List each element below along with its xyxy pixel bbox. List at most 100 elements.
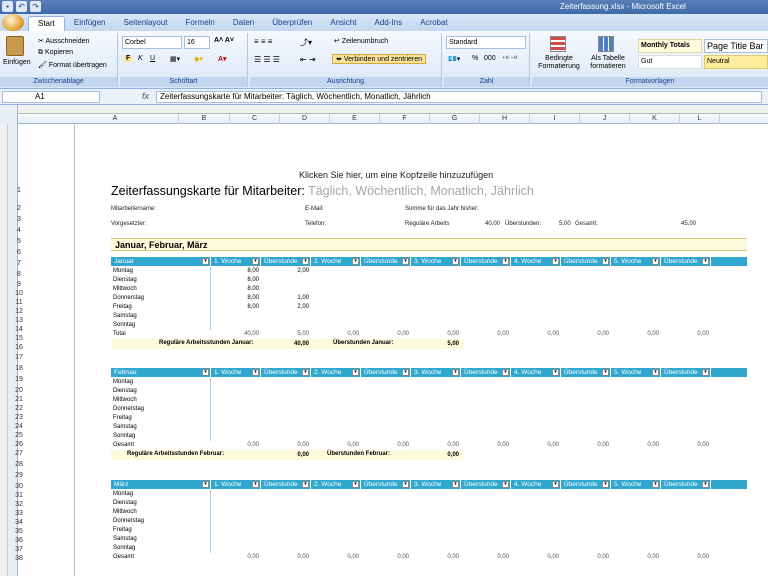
- row-header-12[interactable]: 12: [15, 308, 23, 315]
- save-icon[interactable]: ▪: [2, 1, 13, 12]
- row-header-15[interactable]: 15: [15, 335, 23, 342]
- week-header[interactable]: 5. Woche ▾: [611, 480, 661, 489]
- day-label-3[interactable]: Mittwoch: [111, 508, 211, 517]
- tab-ansicht[interactable]: Ansicht: [330, 18, 357, 27]
- office-button-icon[interactable]: [2, 14, 24, 31]
- dropdown-arrow-icon[interactable]: ▾: [702, 258, 709, 265]
- overtime-header[interactable]: Überstunde ▾: [561, 257, 611, 266]
- cell-overtime1[interactable]: 2,00: [297, 268, 309, 274]
- row-header-14[interactable]: 14: [15, 326, 23, 333]
- day-label-3[interactable]: Mittwoch: [111, 396, 211, 405]
- row-header-16[interactable]: 16: [15, 344, 23, 351]
- format-painter-button[interactable]: 🖌 Format übertragen: [38, 61, 107, 69]
- column-header-i[interactable]: I: [530, 114, 580, 124]
- dropdown-arrow-icon[interactable]: ▾: [352, 369, 359, 376]
- overtime-header[interactable]: Überstunde ▾: [661, 480, 711, 489]
- row-header-32[interactable]: 32: [15, 501, 23, 508]
- row-header-8[interactable]: 8: [17, 271, 21, 278]
- header-hint[interactable]: Klicken Sie hier, um eine Kopfzeile hinz…: [299, 170, 494, 180]
- dropdown-arrow-icon[interactable]: ▾: [702, 481, 709, 488]
- font-name-select[interactable]: Corbel: [122, 36, 182, 49]
- week-header[interactable]: 2. Woche ▾: [311, 257, 361, 266]
- row-header-26[interactable]: 26: [15, 441, 23, 448]
- dropdown-arrow-icon[interactable]: ▾: [452, 481, 459, 488]
- undo-icon[interactable]: ↶: [16, 1, 27, 12]
- row-header-24[interactable]: 24: [15, 423, 23, 430]
- tab-seitenlayout[interactable]: Seitenlayout: [123, 18, 168, 27]
- column-header-k[interactable]: K: [630, 114, 680, 124]
- row-header-36[interactable]: 36: [15, 537, 23, 544]
- dropdown-arrow-icon[interactable]: ▾: [202, 258, 209, 265]
- row-header-25[interactable]: 25: [15, 432, 23, 439]
- merge-center-button[interactable]: ⬌ Verbinden und zentrieren: [332, 54, 427, 64]
- dropdown-arrow-icon[interactable]: ▾: [552, 481, 559, 488]
- column-header-j[interactable]: J: [580, 114, 630, 124]
- day-label-5[interactable]: Freitag: [111, 414, 211, 423]
- row-header-31[interactable]: 31: [15, 492, 23, 499]
- month-name-header[interactable]: Januar ▾: [111, 257, 211, 266]
- day-label-7[interactable]: Sonntag: [111, 321, 211, 330]
- cell-overtime1[interactable]: 2,00: [297, 304, 309, 310]
- dropdown-arrow-icon[interactable]: ▾: [502, 369, 509, 376]
- day-label-2[interactable]: Dienstag: [111, 276, 211, 285]
- row-header-11[interactable]: 11: [15, 299, 23, 306]
- dropdown-arrow-icon[interactable]: ▾: [252, 258, 259, 265]
- dropdown-arrow-icon[interactable]: ▾: [352, 258, 359, 265]
- formula-input[interactable]: Zeiterfassungskarte für Mitarbeiter: Täg…: [156, 91, 762, 103]
- dropdown-arrow-icon[interactable]: ▾: [252, 369, 259, 376]
- week-header[interactable]: 5. Woche ▾: [611, 257, 661, 266]
- worksheet[interactable]: Klicken Sie hier, um eine Kopfzeile hinz…: [30, 124, 768, 576]
- month-name-header[interactable]: Februar ▾: [111, 368, 211, 377]
- week-header[interactable]: 4. Woche ▾: [511, 368, 561, 377]
- dropdown-arrow-icon[interactable]: ▾: [402, 258, 409, 265]
- dropdown-arrow-icon[interactable]: ▾: [652, 258, 659, 265]
- dropdown-arrow-icon[interactable]: ▾: [552, 369, 559, 376]
- conditional-format-button[interactable]: Bedingte Formatierung: [538, 55, 580, 70]
- dropdown-arrow-icon[interactable]: ▾: [552, 258, 559, 265]
- align-left-icon[interactable]: ☰ ☰ ☰: [254, 55, 280, 64]
- row-header-13[interactable]: 13: [15, 317, 23, 324]
- dropdown-arrow-icon[interactable]: ▾: [252, 481, 259, 488]
- redo-icon[interactable]: ↷: [30, 1, 41, 12]
- row-header-20[interactable]: 20: [15, 387, 23, 394]
- row-header-7[interactable]: 7: [17, 260, 21, 267]
- week-header[interactable]: 2. Woche ▾: [311, 368, 361, 377]
- row-header-6[interactable]: 6: [17, 249, 21, 256]
- tab-formeln[interactable]: Formeln: [185, 18, 215, 27]
- dropdown-arrow-icon[interactable]: ▾: [202, 369, 209, 376]
- day-label-7[interactable]: Sonntag: [111, 544, 211, 553]
- decimal-icon[interactable]: ⁺⁰ ⁻⁰: [502, 56, 517, 63]
- style-page-title-bar[interactable]: Page Title Bar: [704, 39, 768, 53]
- day-label-6[interactable]: Samstag: [111, 312, 211, 321]
- day-label-5[interactable]: Freitag: [111, 526, 211, 535]
- day-label-6[interactable]: Samstag: [111, 535, 211, 544]
- font-color-icon[interactable]: A▾: [218, 56, 227, 63]
- tab-start[interactable]: Start: [28, 16, 65, 31]
- dropdown-arrow-icon[interactable]: ▾: [602, 369, 609, 376]
- column-header-a[interactable]: A: [52, 114, 179, 124]
- tab-addins[interactable]: Add-Ins: [374, 18, 403, 27]
- dropdown-arrow-icon[interactable]: ▾: [202, 481, 209, 488]
- cell-week1[interactable]: 8,00: [247, 304, 259, 310]
- row-header-27[interactable]: 27: [15, 450, 23, 457]
- row-header-21[interactable]: 21: [15, 396, 23, 403]
- day-label-2[interactable]: Dienstag: [111, 387, 211, 396]
- column-header-f[interactable]: F: [380, 114, 430, 124]
- column-header-d[interactable]: D: [280, 114, 330, 124]
- format-as-table-button[interactable]: Als Tabelle formatieren: [590, 55, 626, 70]
- row-header-5[interactable]: 5: [17, 238, 21, 245]
- orientation-icon[interactable]: ⤴▾: [300, 38, 313, 47]
- week-header[interactable]: 1. Woche ▾: [211, 257, 261, 266]
- row-header-18[interactable]: 18: [15, 365, 23, 372]
- row-header-33[interactable]: 33: [15, 510, 23, 517]
- day-label-4[interactable]: Donnerstag: [111, 517, 211, 526]
- row-header-28[interactable]: 28: [15, 461, 23, 468]
- italic-button[interactable]: K: [138, 55, 143, 62]
- row-header-23[interactable]: 23: [15, 414, 23, 421]
- paste-icon[interactable]: [6, 36, 24, 56]
- row-header-34[interactable]: 34: [15, 519, 23, 526]
- paste-button[interactable]: Einfügen: [3, 59, 31, 66]
- cell-week1[interactable]: 8,00: [247, 268, 259, 274]
- row-header-35[interactable]: 35: [15, 528, 23, 535]
- wrap-text-button[interactable]: ↵ Zeilenumbruch: [334, 37, 388, 45]
